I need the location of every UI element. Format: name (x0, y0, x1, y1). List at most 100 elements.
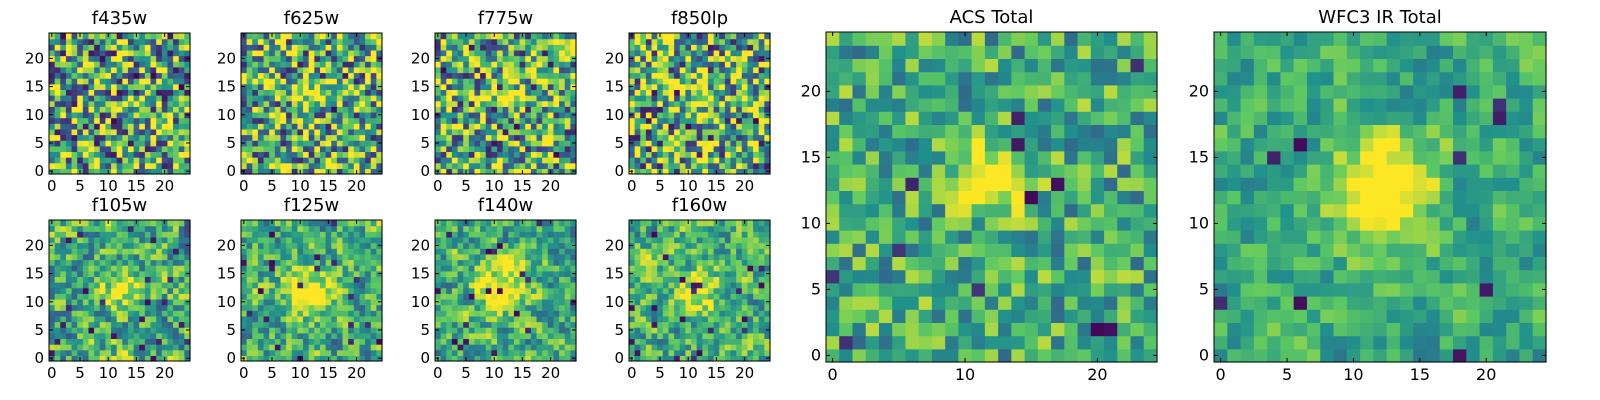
heatmap-cell (303, 321, 310, 328)
heatmap-cell (530, 225, 538, 232)
heatmap-cell (719, 117, 726, 124)
heatmap-cell (77, 134, 84, 141)
heatmap-cell (241, 265, 248, 272)
heatmap-cell (111, 95, 118, 102)
heatmap-cell (359, 231, 366, 238)
heatmap-cell (525, 83, 532, 90)
heatmap-cell (297, 106, 304, 113)
heatmap-cell (77, 304, 84, 311)
heatmap-cell (502, 111, 509, 119)
heatmap-cell (376, 145, 383, 153)
heatmap-cell (485, 276, 492, 283)
heatmap-cell (161, 276, 169, 283)
heatmap-cell (88, 72, 95, 79)
heatmap-cell (730, 332, 737, 340)
heatmap-cell (691, 33, 698, 40)
heatmap-cell (54, 225, 61, 232)
heatmap-cell (308, 236, 315, 244)
heatmap-cell (468, 355, 476, 362)
heatmap-cell (303, 128, 310, 136)
heatmap-cell (440, 231, 447, 238)
heatmap-cell (753, 355, 760, 362)
heatmap-cell (348, 61, 355, 68)
heatmap-cell (60, 315, 67, 323)
heatmap-cell (184, 128, 191, 136)
heatmap-cell (530, 293, 538, 300)
heatmap-cell (741, 157, 749, 164)
heatmap-cell (353, 123, 361, 130)
heatmap-cell (105, 49, 112, 57)
heatmap-cell (88, 327, 95, 334)
heatmap-cell (133, 236, 140, 244)
heatmap-cell (542, 117, 549, 124)
heatmap-cell (570, 145, 577, 153)
heatmap-cell (336, 117, 344, 124)
heatmap-cell (674, 111, 681, 119)
heatmap-cell (668, 38, 675, 45)
heatmap-cell (342, 242, 349, 249)
heatmap-cell (634, 293, 641, 300)
heatmap-cell (156, 293, 163, 300)
heatmap-cell (257, 117, 265, 124)
heatmap-cell (440, 327, 447, 334)
heatmap-cell (370, 95, 377, 102)
heatmap-cell (741, 72, 749, 79)
heatmap-cell (77, 231, 84, 238)
heatmap-cell (359, 298, 366, 306)
heatmap-cell (348, 44, 355, 51)
heatmap-cell (685, 304, 692, 311)
heatmap-cell (446, 253, 453, 261)
heatmap-cell (519, 349, 526, 356)
heatmap-cell (133, 49, 140, 57)
heatmap-cell (764, 282, 771, 289)
heatmap-cell (747, 49, 754, 57)
heatmap-cell (353, 327, 361, 334)
heatmap-cell (348, 111, 355, 119)
heatmap-cell (645, 355, 653, 362)
heatmap-cell (178, 49, 185, 57)
heatmap-cell (440, 49, 447, 57)
heatmap-cell (376, 38, 383, 45)
heatmap-cell (685, 344, 692, 351)
heatmap-cell (668, 355, 675, 362)
heatmap-cell (308, 66, 315, 74)
heatmap-cell (640, 61, 647, 68)
heatmap-cell (105, 327, 112, 334)
heatmap-cell (370, 338, 377, 345)
heatmap-cell (553, 168, 560, 175)
heatmap-cell (747, 33, 754, 40)
heatmap-cell (508, 49, 515, 57)
heatmap-cell (314, 38, 321, 45)
heatmap-cell (536, 78, 543, 85)
heatmap-cell (257, 315, 265, 323)
heatmap-cell (161, 78, 169, 85)
heatmap-cell (485, 151, 492, 158)
heatmap-cell (99, 89, 106, 96)
heatmap-cell (263, 315, 270, 323)
heatmap-cell (508, 38, 515, 45)
heatmap-cell (184, 145, 191, 153)
heatmap-cell (553, 162, 560, 169)
heatmap-cell (741, 55, 749, 62)
heatmap-cell (325, 95, 332, 102)
heatmap-cell (342, 304, 349, 311)
heatmap-cell (122, 220, 129, 227)
heatmap-cell (662, 44, 670, 51)
heatmap-cell (303, 349, 310, 356)
heatmap-cell (435, 338, 442, 345)
heatmap-cell (336, 293, 344, 300)
heatmap-cell (502, 265, 509, 272)
heatmap-cell (319, 310, 327, 317)
heatmap-cell (764, 123, 771, 130)
heatmap-cell (127, 298, 135, 306)
heatmap-cell (314, 162, 321, 169)
heatmap-cell (133, 338, 140, 345)
heatmap-cell (342, 276, 349, 283)
heatmap-cell (645, 332, 653, 340)
heatmap-cell (257, 44, 265, 51)
heatmap-cell (674, 55, 681, 62)
heatmap-cell (764, 72, 771, 79)
heatmap-cell (553, 270, 560, 277)
